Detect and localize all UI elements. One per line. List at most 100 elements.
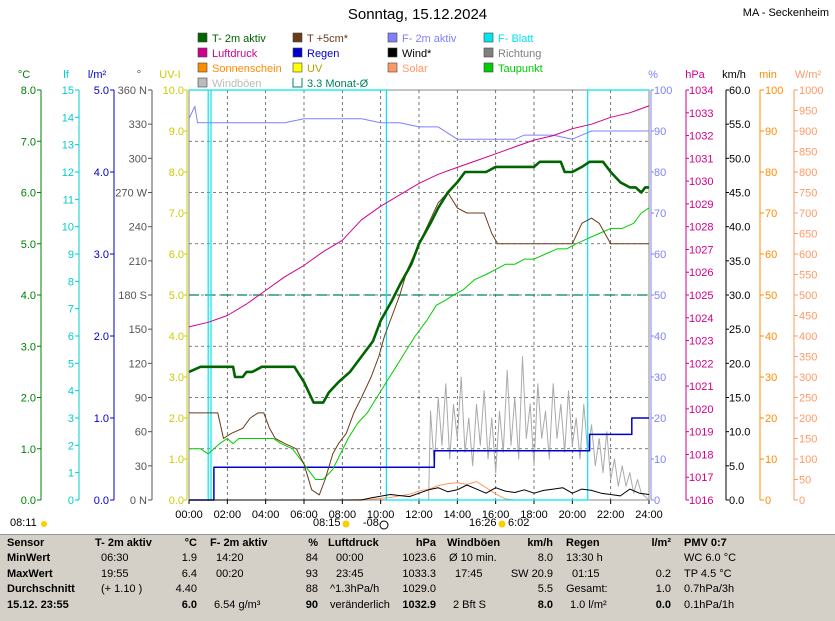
axis-tick-label-wind: 15.0 xyxy=(729,393,750,405)
axis-tick-label-leaf: 5 xyxy=(68,358,74,370)
footer-press-unit: hPa xyxy=(415,537,436,549)
footer-gust-max: SW 20.9 xyxy=(510,567,553,580)
footer-rain-total-label: Gesamt: xyxy=(566,583,608,596)
axis-tick-label-temp: 6.0 xyxy=(21,188,36,200)
legend-swatch xyxy=(387,62,398,73)
axis-tick-label-solar: 800 xyxy=(799,167,817,179)
legend-swatch xyxy=(292,78,303,88)
axis-tick-label-solar: 500 xyxy=(799,290,817,302)
axis-tick-label-press: 1020 xyxy=(689,404,713,416)
legend-label: F- Blatt xyxy=(498,33,533,45)
time-tick-label: 06:00 xyxy=(290,509,318,521)
axis-tick-label-press: 1018 xyxy=(689,449,713,461)
axis-tick-label-press: 1032 xyxy=(689,131,713,143)
sunset-time: 16:26 xyxy=(469,517,497,529)
axis-tick-label-sun: 100 xyxy=(765,85,783,97)
axis-tick-label-sun: 50 xyxy=(765,290,777,302)
axis-tick-label-hum: 0 xyxy=(654,495,660,507)
axis-tick-label-uv: 5.0 xyxy=(169,290,184,302)
footer-press-max-time: 23:45 xyxy=(336,567,364,580)
axis-unit-rain: l/m² xyxy=(88,69,107,81)
axis-tick-label-temp: 1.0 xyxy=(21,444,36,456)
axis-unit-sun: min xyxy=(759,69,777,81)
footer-rain-duration: 13:30 h xyxy=(566,552,603,565)
station-name: MA - Seckenheim xyxy=(742,7,829,19)
legend-label: Luftdruck xyxy=(212,48,258,60)
axis-tick-label-rain: 0.0 xyxy=(94,495,109,507)
footer-col-humidity: F- 2m aktiv% 14:20 84 00:20 93 88 6.54 g/m… xyxy=(210,536,320,613)
axis-tick-label-dir: 120 xyxy=(129,358,147,370)
legend-label: T- 2m aktiv xyxy=(212,33,266,45)
axis-tick-label-press: 1025 xyxy=(689,290,713,302)
axis-tick-label-wind: 25.0 xyxy=(729,324,750,336)
footer-gust-unit: km/h xyxy=(527,537,553,549)
sunset-icon xyxy=(498,520,506,528)
series-line-f-blatt xyxy=(189,89,649,501)
legend-label: Taupunkt xyxy=(498,63,543,75)
axis-tick-label-leaf: 10 xyxy=(62,222,74,234)
footer-press-1h: 0.1hPa/1h xyxy=(684,598,735,611)
axis-tick-label-solar: 50 xyxy=(799,475,811,487)
time-tick-label: 10:00 xyxy=(367,509,395,521)
footer-gust-avg10: 8.0 xyxy=(537,552,553,565)
axis-tick-label-hum: 80 xyxy=(654,167,666,179)
axis-tick-label-leaf: 8 xyxy=(68,276,74,288)
axis-tick-label-rain: 3.0 xyxy=(94,249,109,261)
axis-tick-label-solar: 300 xyxy=(799,372,817,384)
axis-tick-label-solar: 850 xyxy=(799,147,817,159)
axis-tick-label-solar: 1000 xyxy=(799,85,823,97)
time-tick-label: 12:00 xyxy=(405,509,433,521)
axis-tick-label-leaf: 15 xyxy=(62,85,74,97)
footer-gust-bft: 2 Bft S xyxy=(453,598,487,611)
legend-label: F- 2m aktiv xyxy=(402,33,457,45)
legend-swatch xyxy=(483,62,494,73)
axis-tick-label-hum: 70 xyxy=(654,208,666,220)
axis-tick-label-dir: 60 xyxy=(135,427,147,439)
footer-press-min: 1023.6 xyxy=(402,552,436,565)
axis-tick-label-sun: 40 xyxy=(765,331,777,343)
legend-label: Regen xyxy=(307,48,339,60)
footer-rain-head: Regen xyxy=(566,537,600,549)
legend-swatch xyxy=(197,47,208,58)
footer-windchill: WC 6.0 °C xyxy=(684,552,737,565)
footer-dewpoint: TP 4.5 °C xyxy=(684,567,732,580)
footer-temp-head: T- 2m aktiv xyxy=(95,537,152,549)
axis-tick-label-leaf: 9 xyxy=(68,249,74,261)
footer-press-min-time: 00:00 xyxy=(336,552,364,565)
moon-phase-icon xyxy=(379,520,389,530)
axis-tick-label-sun: 10 xyxy=(765,454,777,466)
legend-label: Richtung xyxy=(498,48,541,60)
footer-hum-head: F- 2m aktiv xyxy=(210,537,268,549)
axis-tick-label-hum: 10 xyxy=(654,454,666,466)
footer-min-label: MinWert xyxy=(7,552,51,565)
series-line-f-2m-aktiv xyxy=(188,105,649,140)
axis-unit-leaf: lf xyxy=(63,69,69,81)
time-tick-label: 16:00 xyxy=(482,509,510,521)
footer-hum-min-time: 14:20 xyxy=(216,552,244,565)
footer-col-gusts: Windböen km/h Ø 10 min. 8.0 17:45 SW 20.9 5… xyxy=(447,536,555,613)
time-tick-label: 14:00 xyxy=(444,509,472,521)
axis-tick-label-dir: 360 N xyxy=(118,85,147,97)
series-line-luftdruck xyxy=(188,105,650,328)
footer-press-current: 1032.9 xyxy=(402,598,436,611)
axis-tick-label-press: 1024 xyxy=(689,313,713,325)
axis-tick-label-sun: 70 xyxy=(765,208,777,220)
legend-label: Solar xyxy=(402,63,428,75)
footer-col-pmv: PMV 0:7 WC 6.0 °C TP 4.5 °C 0.7hPa/3h 0.… xyxy=(684,536,824,613)
legend-swatch xyxy=(292,32,303,43)
footer-temp-unit: °C xyxy=(184,537,197,549)
footer-col-pressure: Luftdruck hPa 00:00 1023.6 23:45 1033.3 ^1.… xyxy=(328,536,438,613)
footer-gust-avg: 5.5 xyxy=(537,583,553,596)
summary-table xyxy=(0,534,835,621)
sunrise-time: 08:15 xyxy=(313,517,341,529)
axis-tick-label-uv: 10.0 xyxy=(163,85,184,97)
axis-tick-label-leaf: 1 xyxy=(68,468,74,480)
footer-temp-current: 6.0 xyxy=(181,598,197,611)
axis-unit-press: hPa xyxy=(685,69,705,81)
footer-press-avg: 1029.0 xyxy=(402,583,436,596)
time-tick-label: 20:00 xyxy=(559,509,587,521)
axis-tick-label-solar: 700 xyxy=(799,208,817,220)
axis-tick-label-solar: 900 xyxy=(799,126,817,138)
footer-hum-avg: 88 xyxy=(305,583,318,596)
footer-temp-avg: 4.40 xyxy=(175,583,197,596)
